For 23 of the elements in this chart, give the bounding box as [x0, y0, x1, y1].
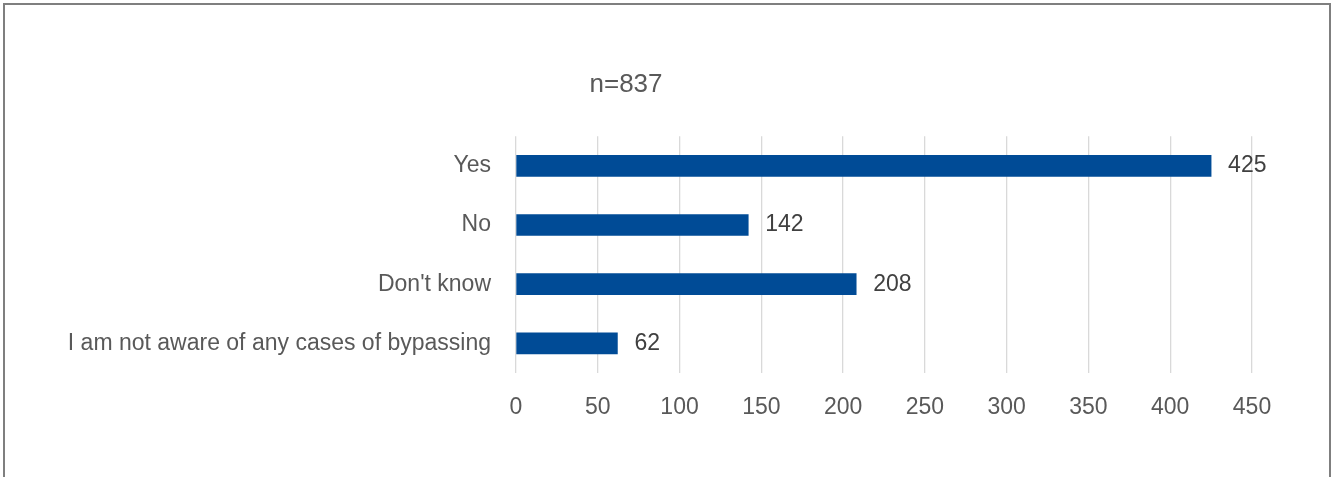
x-tick-label: 100: [660, 393, 699, 420]
y-tick-label: Don't know: [377, 269, 492, 296]
x-tick-label: 50: [584, 393, 611, 420]
x-tick-label: 250: [905, 393, 945, 420]
bar: [516, 214, 749, 236]
x-tick-label: 450: [1232, 393, 1272, 420]
x-tick-label: 400: [1151, 393, 1190, 420]
data-label: 142: [765, 210, 804, 237]
data-label: 425: [1228, 151, 1267, 178]
x-tick-label: 0: [509, 393, 523, 420]
bar: [516, 332, 618, 355]
y-tick-label: Yes: [453, 151, 491, 178]
bar: [516, 273, 857, 296]
y-tick-label: No: [461, 210, 491, 237]
chart-title: n=837: [589, 67, 663, 98]
y-tick-label: I am not aware of any cases of bypassing: [67, 328, 491, 355]
x-tick-label: 350: [1069, 393, 1108, 420]
x-tick-label: 300: [987, 393, 1026, 420]
x-tick-label: 200: [823, 393, 863, 420]
data-label: 208: [873, 269, 912, 296]
data-label: 62: [634, 328, 660, 355]
bar: [516, 154, 1212, 177]
x-tick-label: 150: [742, 393, 781, 420]
